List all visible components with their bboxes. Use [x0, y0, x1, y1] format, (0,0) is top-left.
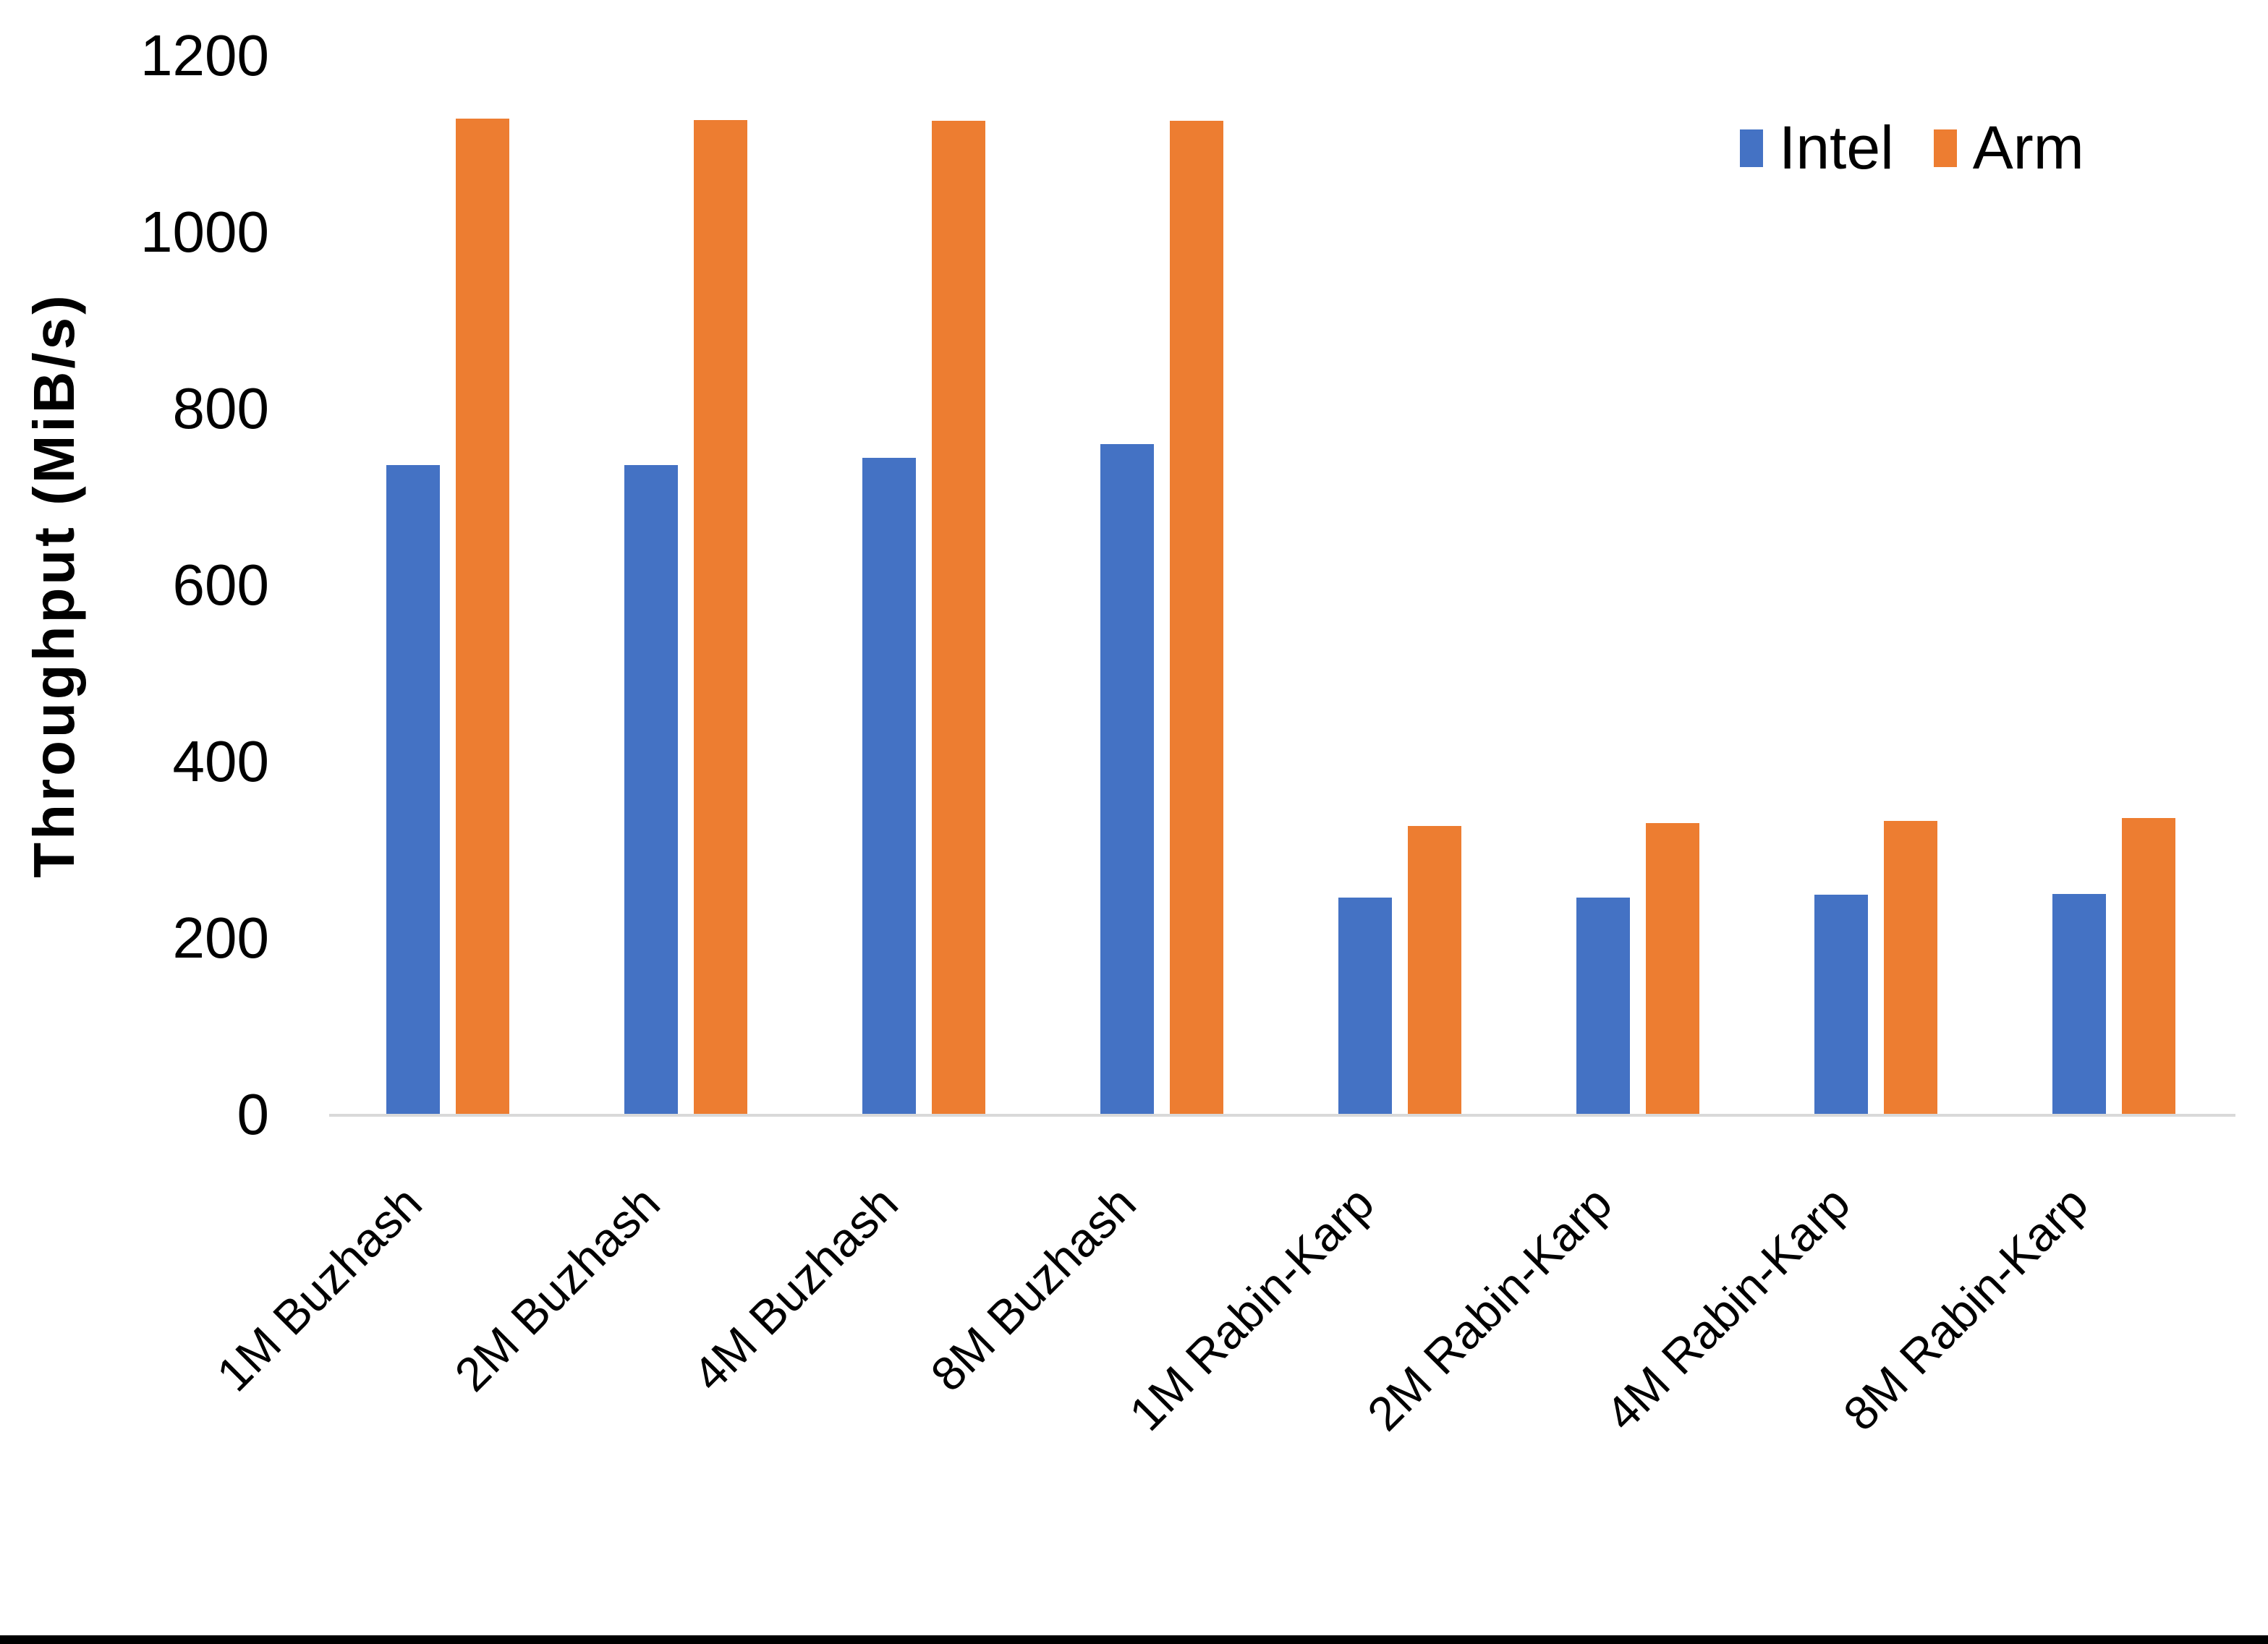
x-axis-category-label: 4M Rabin-Karp [1594, 1175, 1861, 1441]
bar-arm-7 [1884, 821, 1937, 1115]
legend-label: Intel [1779, 114, 1894, 182]
bar-intel-5 [1338, 898, 1392, 1115]
legend-label: Arm [1972, 114, 2084, 182]
bar-intel-8 [2052, 894, 2106, 1115]
x-axis-line [329, 1114, 2235, 1117]
y-axis-tick-label: 0 [237, 1082, 270, 1146]
bar-arm-4 [1170, 121, 1223, 1115]
x-axis-category-label: 1M Buzhash [206, 1175, 433, 1402]
bar-intel-4 [1100, 444, 1154, 1115]
y-axis-tick-label: 800 [172, 376, 269, 440]
bar-intel-6 [1576, 898, 1630, 1115]
legend: Intel Arm [1740, 113, 2084, 183]
bar-arm-1 [456, 119, 509, 1115]
x-axis-category-label: 4M Buzhash [682, 1175, 909, 1402]
bar-intel-1 [386, 465, 440, 1115]
bar-arm-2 [694, 120, 747, 1115]
bar-intel-2 [624, 465, 678, 1115]
legend-swatch-arm [1933, 129, 1957, 167]
legend-item-arm: Arm [1933, 113, 2084, 183]
x-axis-category-label: 1M Rabin-Karp [1118, 1175, 1385, 1441]
y-axis-tick-label: 600 [172, 553, 269, 617]
x-axis-category-label: 8M Rabin-Karp [1832, 1175, 2099, 1441]
bottom-border [0, 1635, 2268, 1644]
bar-arm-6 [1646, 823, 1699, 1115]
x-axis-category-label: 2M Rabin-Karp [1356, 1175, 1623, 1441]
y-axis-title: Throughput (MiB/s) [22, 292, 86, 878]
legend-swatch-intel [1740, 129, 1763, 167]
bar-arm-8 [2122, 818, 2175, 1115]
y-axis-tick-label: 1000 [140, 200, 269, 264]
y-axis-tick-label: 400 [172, 729, 269, 793]
bar-intel-7 [1814, 895, 1868, 1115]
y-axis-tick-label: 200 [172, 906, 269, 970]
legend-item-intel: Intel [1740, 113, 1894, 183]
bar-arm-3 [932, 121, 985, 1115]
x-axis-category-label: 2M Buzhash [444, 1175, 671, 1402]
bar-intel-3 [862, 458, 916, 1115]
y-axis-tick-label: 1200 [140, 23, 269, 88]
bar-arm-5 [1408, 826, 1461, 1115]
x-axis-category-label: 8M Buzhash [920, 1175, 1147, 1402]
